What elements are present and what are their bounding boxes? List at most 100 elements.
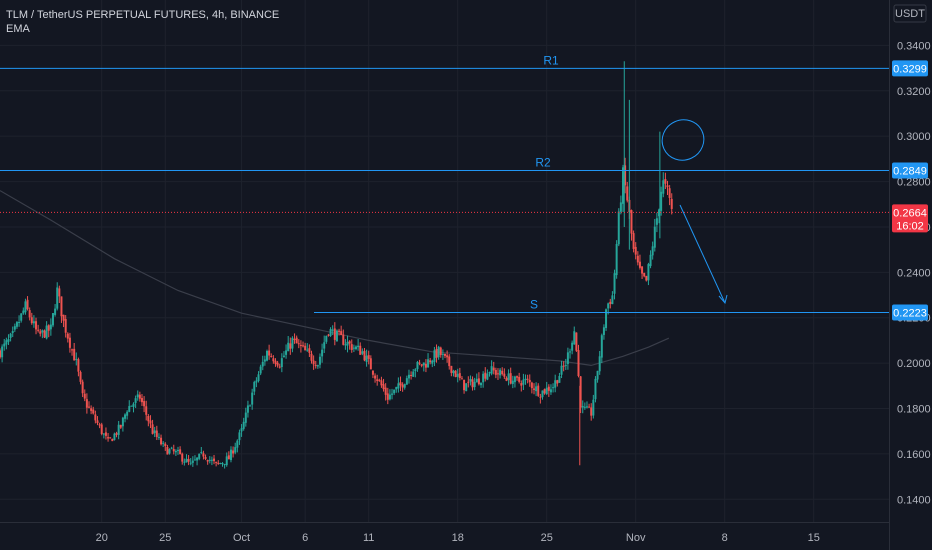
candle-body — [598, 356, 601, 372]
candle-body — [198, 453, 201, 459]
candle-body — [259, 366, 262, 374]
candle-body — [348, 341, 351, 344]
candle-body — [507, 373, 510, 381]
candle-body — [344, 344, 347, 346]
candles-layer — [0, 61, 673, 469]
price-axis-panel[interactable] — [890, 0, 932, 550]
candle-body — [202, 453, 205, 457]
price-tick-label: 0.3200 — [897, 86, 931, 98]
candle-body — [13, 326, 16, 330]
candle-body — [583, 406, 586, 408]
candle-body — [560, 365, 563, 375]
candle-body — [221, 463, 224, 465]
candle-body — [460, 378, 463, 380]
candle-body — [524, 378, 527, 381]
candle-body — [465, 383, 468, 392]
candle-body — [90, 408, 93, 411]
candle-body — [367, 355, 370, 359]
candle-body — [124, 414, 127, 419]
candle-body — [518, 376, 521, 382]
candle-body — [399, 382, 402, 386]
candle-body — [316, 365, 319, 367]
candle-body — [463, 379, 466, 391]
candle-body — [405, 378, 408, 385]
candle-body — [261, 361, 264, 367]
candle-body — [196, 457, 199, 461]
candle-body — [119, 424, 122, 428]
candle-body — [490, 366, 493, 374]
candle-body — [571, 342, 574, 351]
arrow-head-icon — [718, 294, 728, 305]
symbol-title[interactable]: TLM / TetherUS PERPETUAL FUTURES, 4h, BI… — [6, 9, 280, 21]
candle-body — [664, 179, 667, 184]
candle-body — [266, 350, 268, 361]
candle-body — [539, 396, 542, 398]
candle-body — [297, 343, 300, 345]
candle-body — [588, 406, 591, 408]
candle-body — [88, 406, 90, 408]
candle-body — [58, 288, 61, 297]
candle-body — [592, 399, 595, 416]
price-tick-label: 0.2400 — [897, 267, 931, 279]
candle-body — [96, 420, 99, 424]
candle-body — [287, 342, 290, 352]
level-label: R1 — [543, 53, 559, 67]
candle-body — [66, 333, 69, 339]
last-price-badge: 0.2664 16:02 — [892, 204, 928, 233]
candle-body — [215, 461, 218, 463]
candle-body — [270, 356, 273, 358]
candle-body — [499, 369, 502, 376]
candle-body — [607, 303, 610, 309]
candle-body — [157, 436, 160, 438]
candle-body — [486, 373, 489, 380]
candle-body — [308, 348, 311, 353]
candle-body — [454, 370, 457, 378]
projection-arrow-line[interactable] — [679, 204, 726, 304]
candle-body — [22, 310, 25, 314]
currency-button[interactable] — [893, 4, 927, 23]
candle-body — [109, 437, 112, 439]
candle-body — [126, 411, 129, 416]
candle-body — [473, 381, 476, 388]
level-badge-bg — [892, 162, 928, 179]
candle-body — [365, 355, 368, 362]
time-tick-label: Nov — [626, 532, 646, 544]
candle-body — [94, 414, 97, 421]
candle-body — [520, 383, 523, 386]
candle-body — [350, 344, 353, 350]
candle-body — [456, 373, 459, 377]
candle-body — [170, 447, 173, 449]
candle-body — [217, 462, 220, 464]
candle-body — [660, 191, 663, 211]
candle-body — [410, 375, 413, 377]
indicator-label[interactable]: EMA — [6, 23, 30, 35]
candle-body — [60, 296, 63, 317]
candle-body — [528, 379, 531, 383]
candle-body — [302, 345, 305, 347]
candle-body — [433, 350, 436, 362]
candle-body — [338, 330, 341, 332]
ellipse-annotation[interactable] — [656, 113, 711, 167]
candle-body — [424, 363, 427, 368]
candle-body — [505, 377, 508, 381]
candle-body — [340, 331, 343, 336]
candle-body — [363, 350, 366, 361]
candle-body — [533, 388, 535, 390]
candle-body — [526, 378, 529, 380]
candle-body — [641, 266, 644, 274]
candle-body — [395, 386, 398, 390]
candle-body — [318, 356, 321, 365]
candle-body — [585, 406, 588, 408]
candle-body — [193, 459, 196, 461]
candle-body — [306, 349, 309, 351]
price-tick-label: 0.1400 — [897, 494, 931, 506]
candle-body — [295, 337, 298, 344]
time-tick-label: 15 — [808, 532, 820, 544]
candle-body — [645, 275, 648, 281]
candle-body — [662, 180, 665, 194]
candle-body — [422, 362, 425, 366]
drawings[interactable] — [656, 113, 728, 305]
candle-body — [501, 370, 504, 375]
candle-body — [251, 392, 254, 405]
